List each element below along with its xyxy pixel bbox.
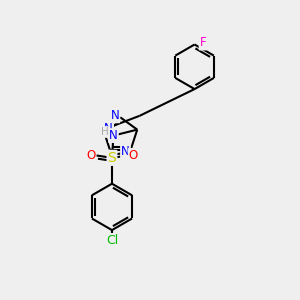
- Text: N: N: [111, 109, 119, 122]
- Text: N: N: [109, 129, 118, 142]
- Text: H: H: [101, 127, 109, 137]
- Text: O: O: [86, 149, 95, 162]
- Text: F: F: [200, 37, 206, 50]
- Text: N: N: [104, 122, 113, 135]
- Text: N: N: [121, 145, 130, 158]
- Text: O: O: [129, 149, 138, 162]
- Text: S: S: [108, 151, 116, 165]
- Text: Cl: Cl: [106, 234, 118, 247]
